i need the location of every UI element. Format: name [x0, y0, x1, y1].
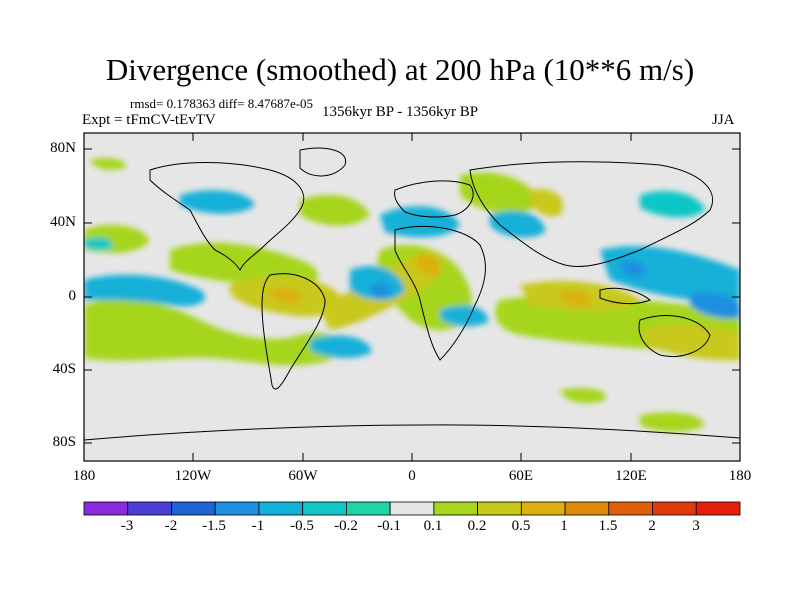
field-patch	[440, 305, 489, 327]
colorbar	[83, 501, 741, 516]
field-patch	[84, 274, 206, 307]
colorbar-box	[389, 501, 435, 516]
coastline-indonesia	[599, 287, 651, 305]
colorbar-label: 0.1	[423, 518, 443, 534]
field-patch	[529, 189, 564, 217]
stats-text: rmsd= 0.178363 diff= 8.47687e-05	[130, 96, 314, 111]
coastline-europe	[394, 180, 474, 218]
colorbar-label: 0.2	[467, 518, 487, 534]
field-patch	[380, 206, 460, 238]
colorbar-box	[171, 501, 216, 516]
colorbar-box	[477, 501, 522, 516]
colorbar-box	[564, 501, 610, 516]
coastline-asia	[469, 161, 713, 268]
x-tick-label: 0	[408, 468, 416, 484]
field-patch	[490, 211, 545, 238]
colorbar-label: -0.5	[290, 518, 314, 534]
colorbar-label: -0.2	[334, 518, 358, 534]
y-tick-label: 40S	[52, 361, 76, 377]
x-tick-label: 180	[728, 468, 752, 484]
experiment-label: Expt = tFmCV-tEvTV	[82, 112, 216, 128]
coastline-antarctica	[84, 424, 740, 441]
field-patch	[415, 253, 441, 277]
colorbar-label: 1	[560, 518, 568, 534]
field-patch	[84, 297, 340, 366]
field-patch	[640, 412, 705, 432]
colorbar-box	[695, 501, 741, 516]
colorbar-label: 1.5	[598, 518, 618, 534]
field-patch	[560, 290, 591, 306]
colorbar-label: 2	[648, 518, 656, 534]
coastline-africa	[394, 225, 486, 361]
colorbar-box	[520, 501, 566, 516]
y-tick-label: 80S	[52, 434, 76, 450]
divergence-field	[84, 157, 740, 432]
field-patch	[640, 324, 740, 361]
field-patch	[600, 246, 740, 302]
colorbar-box	[433, 501, 478, 516]
colorbar-label: 3	[692, 518, 700, 534]
field-patch	[560, 388, 606, 404]
colorbar-label: -3	[120, 518, 134, 534]
coastlines	[84, 147, 740, 441]
colorbar-box	[345, 501, 391, 516]
colorbar-box	[652, 501, 697, 516]
chart-title: Divergence (smoothed) at 200 hPa (10**6 …	[105, 52, 695, 87]
field-patch	[620, 260, 646, 277]
x-tick-label: 180	[72, 468, 96, 484]
colorbar-box	[83, 501, 129, 516]
x-tick-label: 120E	[615, 468, 647, 484]
colorbar-box	[302, 501, 347, 516]
colorbar-box	[127, 501, 172, 516]
field-patch	[640, 190, 705, 218]
colorbar-label: -1	[251, 518, 265, 534]
x-tick-label: 120W	[174, 468, 212, 484]
field-patch	[300, 195, 370, 226]
colorbar-box	[608, 501, 653, 516]
field-patch	[270, 288, 301, 304]
season-label: JJA	[712, 112, 735, 128]
y-tick-label: 0	[68, 288, 77, 304]
y-tick-label: 80N	[50, 140, 76, 156]
coastline-greenland	[299, 147, 347, 177]
field-patch	[369, 283, 392, 298]
axis-ticks	[84, 133, 740, 461]
colorbar-label: -1.5	[202, 518, 226, 534]
x-tick-label: 60W	[288, 468, 318, 484]
field-patch	[180, 190, 255, 214]
colorbar-label: 0.5	[511, 518, 531, 534]
coastline-australia	[638, 315, 711, 357]
field-patch	[84, 237, 113, 251]
field-patch	[310, 335, 372, 358]
field-patch	[460, 172, 540, 214]
x-tick-label: 60E	[508, 468, 534, 484]
field-patch	[90, 157, 126, 170]
field-patch	[690, 293, 740, 319]
colorbar-label: -2	[164, 518, 178, 534]
period-label: 1356kyr BP - 1356kyr BP	[322, 104, 479, 120]
colorbar-box	[258, 501, 304, 516]
colorbar-box	[214, 501, 260, 516]
coastline-north-america	[149, 162, 305, 272]
colorbar-label: -0.1	[377, 518, 401, 534]
coastline-south-america	[261, 273, 326, 390]
y-tick-label: 40N	[50, 214, 76, 230]
